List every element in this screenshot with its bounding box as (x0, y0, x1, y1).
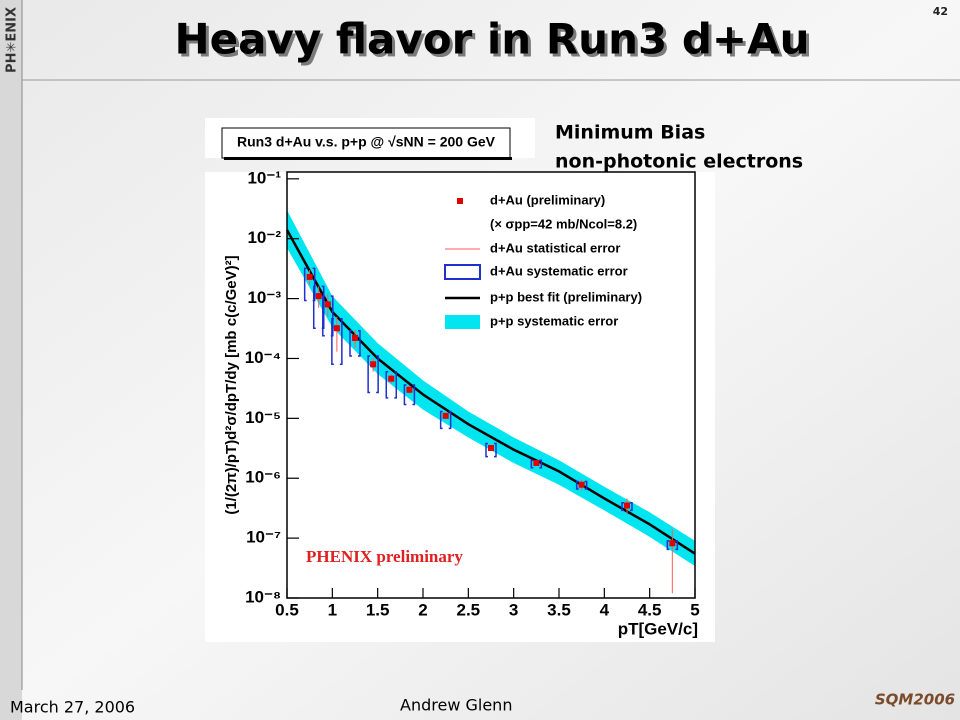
left-strip (0, 0, 22, 720)
sys-box (385, 371, 398, 399)
sys-box (485, 442, 497, 458)
x-tick-label: 0.5 (275, 600, 299, 619)
legend-swatch (444, 264, 481, 280)
legend-label: d+Au systematic error (490, 263, 628, 278)
sys-box (403, 384, 416, 406)
x-tick-label: 1 (328, 600, 337, 619)
sys-box (621, 501, 633, 512)
legend-label: d+Au (preliminary) (490, 192, 605, 207)
x-tick-label: 2.5 (457, 600, 481, 619)
slide-title: Heavy flavor in Run3 d+Au (175, 15, 810, 64)
y-tick-label: 10⁻⁶ (245, 468, 281, 487)
x-tick-label: 1.5 (366, 600, 390, 619)
data-point (442, 412, 449, 419)
side-note: Minimum Bias (555, 122, 705, 144)
chart-title-box (221, 127, 511, 159)
data-point (315, 293, 322, 300)
chart-title: Run3 d+Au v.s. p+p @ √sNN = 200 GeV (237, 134, 496, 150)
data-point (533, 459, 540, 466)
y-tick-label: 10⁻⁸ (245, 587, 281, 606)
data-point (669, 540, 676, 547)
y-tick-label: 10⁻⁷ (246, 528, 281, 547)
page-number: 42 (933, 5, 948, 18)
logo-right: SQM2006 (875, 691, 955, 709)
data-point (370, 361, 377, 368)
chart-title-shadow (224, 157, 512, 160)
x-tick-label: 3 (509, 600, 518, 619)
data-point (488, 444, 494, 451)
legend-label: p+p systematic error (490, 313, 618, 328)
sys-box (331, 318, 343, 366)
sys-box (530, 459, 543, 469)
plot-area (285, 210, 696, 594)
x-tick-label: 2 (418, 600, 427, 619)
data-point (333, 325, 340, 332)
data-point (624, 502, 630, 509)
legend-note: (× σpp=42 mb/Ncol=8.2) (490, 216, 637, 231)
logo-left: PH✳ENIX (5, 7, 20, 73)
data-point (388, 375, 395, 382)
data-point (352, 334, 358, 341)
side-note: non-photonic electrons (555, 151, 803, 173)
x-tick-label: 4.5 (638, 600, 662, 619)
sys-box (575, 480, 588, 490)
x-axis-label: pT[GeV/c] (618, 619, 698, 638)
sys-box (349, 330, 361, 357)
axes-frame (286, 171, 696, 599)
title-shadow: Heavy flavor in Run3 d+Au (178, 18, 813, 67)
data-point (406, 386, 413, 393)
y-axis-label: (1/(2π)/pT)d²σ/dpT/dy [mb c(c/GeV)²] (223, 255, 240, 514)
sys-box (367, 355, 379, 394)
sys-box (666, 540, 679, 551)
author: Andrew Glenn (400, 696, 512, 715)
legend-swatch (457, 198, 463, 204)
y-tick-label: 10⁻³ (247, 288, 281, 307)
x-tick-label: 5 (690, 600, 699, 619)
annotation: PHENIX preliminary (306, 547, 463, 566)
band (287, 210, 695, 567)
legend-label: d+Au statistical error (490, 240, 620, 255)
y-tick-label: 10⁻² (247, 228, 281, 247)
date: March 27, 2006 (10, 698, 135, 717)
y-tick-label: 10⁻⁴ (245, 348, 281, 367)
data-point (324, 301, 331, 308)
y-tick-label: 10⁻⁵ (245, 408, 281, 427)
y-tick-label: 10⁻¹ (247, 168, 281, 187)
x-tick-label: 4 (600, 600, 610, 619)
sys-box (439, 410, 452, 430)
legend-label: p+p best fit (preliminary) (490, 289, 642, 304)
legend-swatch (445, 315, 480, 329)
data-point (306, 273, 313, 280)
data-point (578, 481, 585, 488)
x-tick-label: 3.5 (547, 600, 571, 619)
